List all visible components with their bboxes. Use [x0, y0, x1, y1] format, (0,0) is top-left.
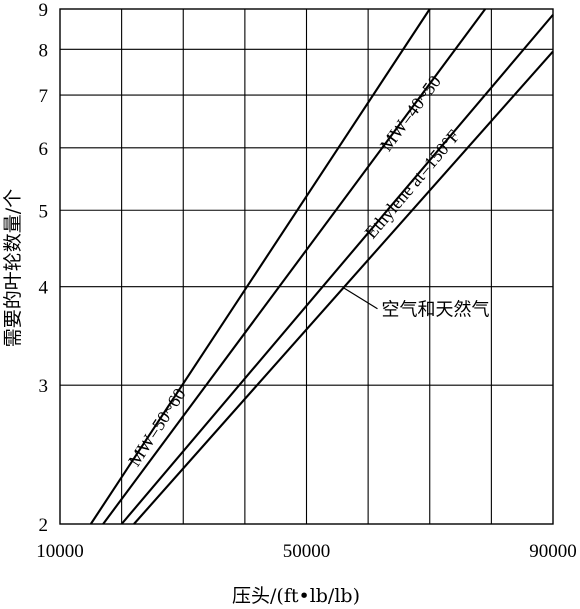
series-line	[89, 8, 431, 525]
x-tick-label: 90000	[529, 541, 577, 562]
y-tick-label: 9	[39, 0, 49, 21]
y-tick-label: 4	[39, 278, 49, 299]
leader-line	[343, 287, 378, 310]
y-tick-label: 6	[39, 139, 49, 160]
series-line	[120, 14, 554, 525]
y-tick-label: 7	[39, 86, 49, 107]
y-tick-label: 3	[39, 376, 49, 397]
y-axis-title: 需要的叶轮数量/个	[2, 189, 24, 347]
tick-labels: 2 3 4 5 6 7 8 9 10000 50000 90000	[36, 0, 577, 562]
x-axis-title: 压头/(ft•lb/lb)	[232, 585, 360, 607]
series-label: 空气和天然气	[381, 300, 489, 320]
y-tick-label: 2	[39, 515, 49, 536]
series-label: MW=50~60	[124, 385, 190, 470]
x-tick-label: 50000	[283, 541, 331, 562]
grid	[59, 8, 554, 525]
series-line	[102, 8, 487, 525]
plot-frame	[59, 8, 554, 525]
y-tick-label: 5	[39, 201, 49, 222]
x-tick-label: 10000	[36, 541, 84, 562]
y-tick-label: 8	[39, 40, 49, 61]
series-line	[133, 50, 554, 525]
series-lines	[89, 8, 554, 525]
